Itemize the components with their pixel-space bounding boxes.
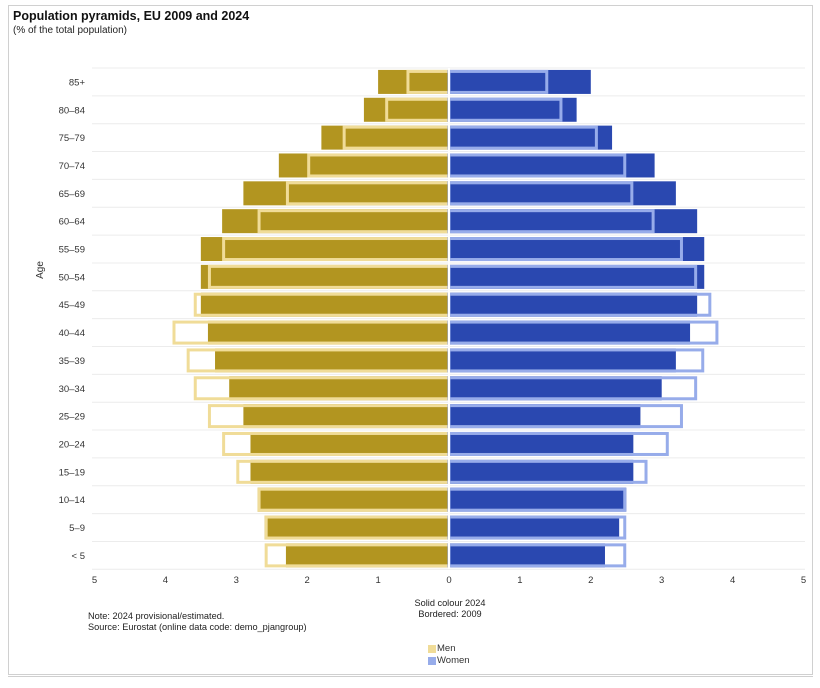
x-tick-label: 0 — [446, 575, 451, 586]
x-tick-label: 1 — [375, 575, 380, 586]
bar-women-2024-3 — [449, 153, 655, 178]
y-tick-label: 15–19 — [59, 467, 85, 478]
bars — [200, 69, 705, 568]
bar-women-2024-17 — [449, 543, 605, 568]
bar-women-2024-14 — [449, 459, 634, 484]
bar-women-2024-2 — [449, 125, 613, 150]
bar-men-2024-15 — [257, 487, 449, 512]
bar-men-2024-11 — [229, 376, 449, 401]
x-tick-label: 5 — [92, 575, 97, 586]
x-tick-label: 1 — [517, 575, 522, 586]
y-tick-label: 25–29 — [59, 412, 85, 423]
bar-women-2024-13 — [449, 431, 634, 456]
x-tick-label: 4 — [163, 575, 168, 586]
bar-men-2024-3 — [278, 153, 449, 178]
bar-men-2024-0 — [378, 69, 449, 94]
bar-women-2024-16 — [449, 515, 620, 540]
x-tick-label: 5 — [801, 575, 806, 586]
bar-men-2024-14 — [250, 459, 449, 484]
y-tick-labels: 85+ 80–84 75–79 70–74 65–69 60–64 55–59 50–54 45… — [59, 77, 86, 561]
bar-women-2024-1 — [449, 97, 577, 122]
legend-label-men: Men — [437, 643, 456, 654]
x-tick-label: 2 — [588, 575, 593, 586]
bar-women-2024-8 — [449, 292, 698, 317]
legend-swatch-men — [428, 645, 436, 653]
y-tick-label: 50–54 — [59, 272, 85, 283]
y-tick-label: 10–14 — [59, 495, 85, 506]
chart-subtitle: (% of the total population) — [13, 25, 127, 36]
x-tick-label: 4 — [730, 575, 735, 586]
bar-women-2024-6 — [449, 237, 705, 262]
bar-men-2024-7 — [200, 264, 449, 289]
y-tick-label: 85+ — [69, 77, 86, 88]
source-text: Source: Eurostat (online data code: demo… — [88, 622, 307, 632]
style-note: Solid colour 2024 Bordered: 2009 — [400, 598, 500, 620]
border-note: Bordered: 2009 — [418, 609, 482, 619]
bar-men-2024-5 — [222, 209, 449, 234]
y-axis-label: Age — [35, 261, 46, 279]
legend[interactable]: Men Women — [428, 643, 470, 667]
bar-men-2024-9 — [207, 320, 449, 345]
bar-women-2024-12 — [449, 404, 641, 429]
legend-item-women[interactable]: Women — [428, 655, 470, 667]
note-text: Note: 2024 provisional/estimated. — [88, 611, 225, 621]
bar-men-2024-10 — [215, 348, 449, 373]
bar-women-2024-5 — [449, 209, 698, 234]
bar-men-2024-13 — [250, 431, 449, 456]
y-tick-label: 55–59 — [59, 245, 85, 256]
bar-men-2024-12 — [243, 404, 449, 429]
y-tick-label: 20–24 — [59, 439, 85, 450]
y-tick-label: 65–69 — [59, 189, 85, 200]
x-tick-labels: 5 4 3 2 1 0 1 2 3 4 5 — [92, 575, 806, 586]
bar-women-2024-0 — [449, 69, 591, 94]
solid-note: Solid colour 2024 — [414, 598, 486, 608]
y-tick-label: 30–34 — [59, 384, 85, 395]
bar-women-2024-11 — [449, 376, 662, 401]
bar-men-2024-8 — [200, 292, 449, 317]
y-tick-label: 75–79 — [59, 133, 85, 144]
x-tick-label: 3 — [234, 575, 239, 586]
legend-swatch-women — [428, 657, 436, 665]
y-tick-label: 45–49 — [59, 300, 85, 311]
legend-label-women: Women — [437, 655, 470, 666]
bar-men-2024-1 — [363, 97, 449, 122]
y-tick-label: 80–84 — [59, 105, 85, 116]
bottom-divider — [8, 676, 813, 677]
footnotes: Note: 2024 provisional/estimated. Source… — [88, 611, 307, 633]
bar-men-2024-16 — [264, 515, 449, 540]
bar-women-2024-9 — [449, 320, 691, 345]
y-tick-label: 5–9 — [69, 523, 85, 534]
legend-item-men[interactable]: Men — [428, 643, 470, 655]
bar-men-2024-2 — [321, 125, 449, 150]
x-tick-label: 3 — [659, 575, 664, 586]
bar-women-2024-15 — [449, 487, 627, 512]
bar-women-2024-4 — [449, 181, 676, 206]
y-tick-label: 35–39 — [59, 356, 85, 367]
y-tick-label: < 5 — [72, 551, 85, 562]
bar-men-2024-17 — [285, 543, 449, 568]
x-tick-label: 2 — [305, 575, 310, 586]
chart-title: Population pyramids, EU 2009 and 2024 — [13, 9, 250, 23]
y-tick-label: 70–74 — [59, 161, 85, 172]
bar-women-2024-7 — [449, 264, 705, 289]
bar-men-2024-4 — [243, 181, 449, 206]
y-tick-label: 40–44 — [59, 328, 85, 339]
bar-men-2024-6 — [200, 237, 449, 262]
y-tick-label: 60–64 — [59, 217, 85, 228]
bar-women-2024-10 — [449, 348, 676, 373]
population-pyramid-chart: 85+80–8475–7970–7465–6960–6455–5950–5445… — [35, 67, 806, 586]
